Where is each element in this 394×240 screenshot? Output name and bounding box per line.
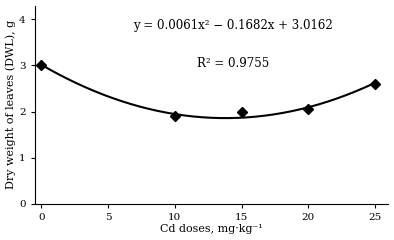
Text: y = 0.0061x² − 0.1682x + 3.0162: y = 0.0061x² − 0.1682x + 3.0162 — [133, 19, 333, 32]
X-axis label: Cd doses, mg·kg⁻¹: Cd doses, mg·kg⁻¹ — [160, 224, 263, 234]
Text: R² = 0.9755: R² = 0.9755 — [197, 57, 269, 70]
Y-axis label: Dry weight of leaves (DWL), g: Dry weight of leaves (DWL), g — [6, 20, 16, 189]
